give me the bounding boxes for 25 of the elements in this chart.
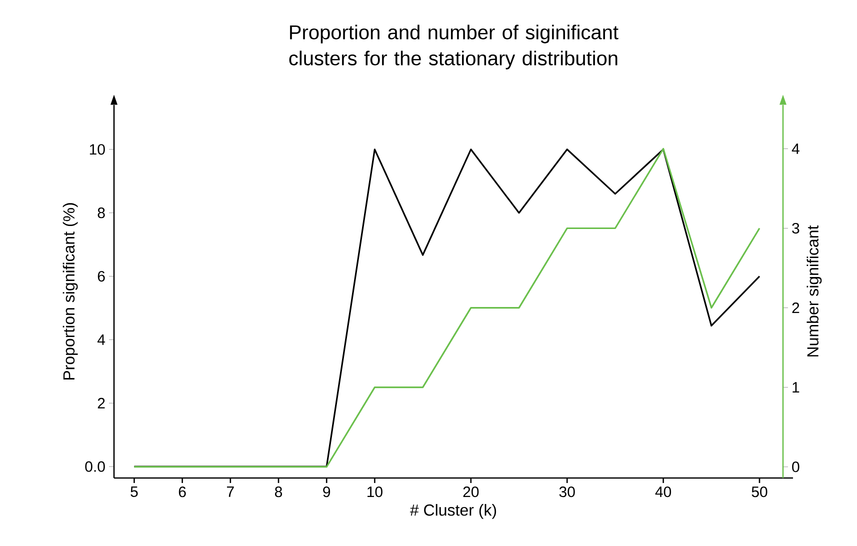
x-tick-label: 50 (752, 486, 768, 498)
x-tick-label: 8 (274, 486, 282, 498)
y-tick-label: 0.0 (85, 461, 105, 472)
x-tick-label: 30 (559, 486, 575, 498)
x-axis-title: # Cluster (k) (410, 504, 496, 519)
y-tick-label: 6 (98, 270, 105, 282)
y-tick-label: 10 (90, 144, 105, 155)
y2-tick-label: 0 (792, 462, 800, 472)
y2-tick-label: 1 (792, 382, 800, 392)
y2-tick-label: 4 (792, 144, 800, 154)
x-tick-label: 40 (655, 486, 672, 498)
y-tick-label: 2 (98, 398, 105, 408)
x-tick-label: 20 (463, 486, 479, 498)
y2-tick-label: 2 (792, 302, 800, 314)
x-tick-label: 7 (227, 486, 234, 497)
x-tick-label: 5 (130, 486, 138, 497)
y2-tick-label: 3 (792, 222, 800, 234)
y2-axis-title: Number significant (806, 225, 822, 356)
y-axis-title: Proportion significant (%) (62, 203, 78, 380)
y-tick-label: 8 (98, 208, 105, 218)
x-tick-label: 10 (368, 486, 382, 498)
chart-title: Proportion and number of siginificant clusters for the stationary distribution (289, 24, 618, 70)
x-tick-label: 6 (178, 486, 186, 498)
x-tick-label: 9 (323, 486, 330, 498)
y-tick-label: 4 (97, 334, 106, 345)
